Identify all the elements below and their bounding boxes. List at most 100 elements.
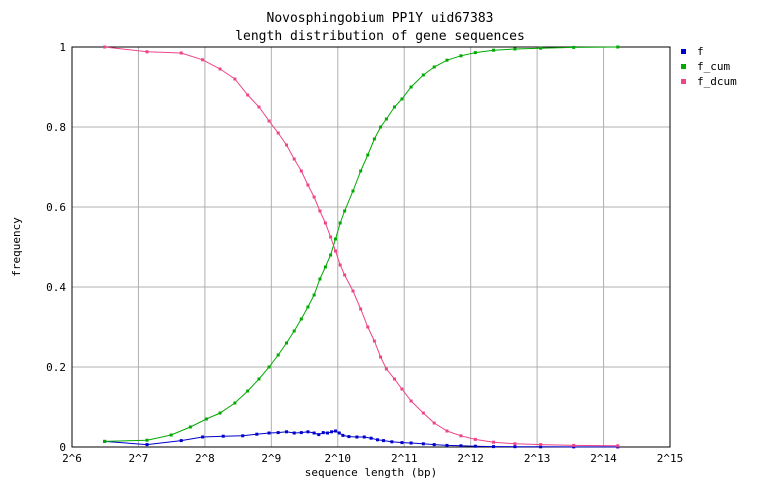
data-point <box>513 47 517 51</box>
x-axis-label: sequence length (bp) <box>305 466 437 479</box>
data-point <box>616 45 620 49</box>
data-point <box>218 411 222 415</box>
data-point <box>409 441 413 445</box>
data-point <box>445 58 449 62</box>
data-point <box>337 431 341 435</box>
legend-item: f_dcum <box>681 75 737 88</box>
data-point <box>492 440 496 444</box>
data-point <box>338 263 342 267</box>
data-point <box>145 50 149 54</box>
series-layer <box>103 45 620 449</box>
legend-item: f_cum <box>681 60 730 73</box>
data-point <box>376 438 380 442</box>
data-point <box>379 355 383 359</box>
data-point <box>201 435 205 439</box>
data-point <box>473 437 477 441</box>
legend-label: f_dcum <box>697 75 737 88</box>
y-tick-label: 0.6 <box>46 201 66 214</box>
data-point <box>276 431 280 435</box>
data-point <box>539 46 543 50</box>
plot-frame <box>71 46 671 448</box>
data-point <box>409 85 413 89</box>
data-point <box>321 431 325 435</box>
data-point <box>379 125 383 129</box>
legend-label: f <box>697 45 704 58</box>
data-point <box>312 195 316 199</box>
data-point <box>317 433 321 437</box>
legend-marker <box>681 79 686 84</box>
legend-label: f_cum <box>697 60 730 73</box>
data-point <box>539 443 543 447</box>
y-tick-label: 0.4 <box>46 281 66 294</box>
data-point <box>306 430 310 434</box>
data-point <box>382 439 386 443</box>
data-point <box>445 429 449 433</box>
data-point <box>218 67 222 71</box>
data-point <box>221 434 225 438</box>
data-point <box>392 377 396 381</box>
data-point <box>103 439 107 443</box>
x-tick-label: 2^13 <box>524 452 551 465</box>
data-point <box>338 221 342 225</box>
data-point <box>372 339 376 343</box>
data-point <box>492 48 496 52</box>
data-point <box>179 439 183 443</box>
x-tick-label: 2^12 <box>457 452 484 465</box>
x-tick-label: 2^15 <box>657 452 684 465</box>
data-point <box>312 293 316 297</box>
data-point <box>432 443 436 447</box>
data-point <box>459 444 463 448</box>
tick-labels: 2^6 2^7 2^8 2^9 2^10 2^11 2^12 2^13 2^14 2^15 0 0.2… <box>46 41 683 465</box>
grid-lines <box>72 47 670 447</box>
data-point <box>241 434 245 438</box>
data-point <box>318 277 322 281</box>
data-point <box>267 119 271 123</box>
data-point <box>459 54 463 58</box>
data-point <box>169 433 173 437</box>
series-line <box>104 46 618 442</box>
chart-title: Novosphingobium PP1Y uid67383 <box>267 11 494 26</box>
data-point <box>145 443 149 447</box>
data-point <box>246 93 250 97</box>
data-point <box>285 430 289 434</box>
data-point <box>329 235 333 239</box>
data-point <box>292 431 296 435</box>
data-point <box>362 435 366 439</box>
x-tick-label: 2^8 <box>195 452 215 465</box>
legend-marker <box>681 49 686 54</box>
data-point <box>145 438 149 442</box>
data-point <box>312 431 316 435</box>
data-point <box>390 440 394 444</box>
data-point <box>343 273 347 277</box>
data-point <box>392 105 396 109</box>
data-point <box>369 436 373 440</box>
data-point <box>372 137 376 141</box>
data-point <box>409 399 413 403</box>
x-tick-label: 2^7 <box>129 452 149 465</box>
data-point <box>103 45 107 49</box>
series-f <box>103 429 620 449</box>
legend: f f_cum f_dcum <box>681 45 737 88</box>
data-point <box>384 117 388 121</box>
series-f-cum <box>103 45 620 443</box>
data-point <box>492 445 496 449</box>
series-line <box>104 46 618 447</box>
data-point <box>323 221 327 225</box>
data-point <box>572 45 576 49</box>
data-point <box>400 441 404 445</box>
data-point <box>351 289 355 293</box>
data-point <box>445 443 449 447</box>
data-point <box>432 65 436 69</box>
legend-marker <box>681 64 686 69</box>
data-point <box>276 353 280 357</box>
data-point <box>318 209 322 213</box>
data-point <box>233 77 237 81</box>
data-point <box>421 73 425 77</box>
data-point <box>459 434 463 438</box>
data-point <box>292 329 296 333</box>
data-point <box>384 367 388 371</box>
data-point <box>267 365 271 369</box>
data-point <box>572 443 576 447</box>
data-point <box>366 325 370 329</box>
